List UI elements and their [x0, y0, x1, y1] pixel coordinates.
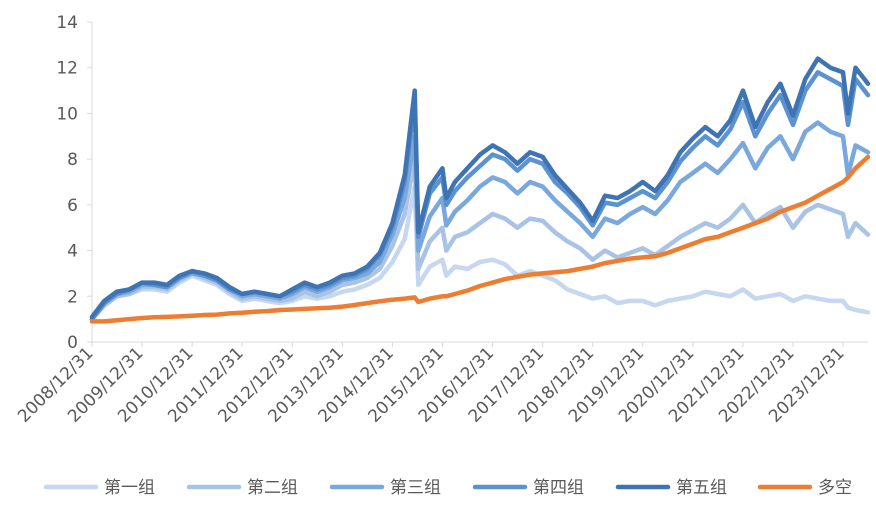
y-tick-label: 4: [67, 242, 78, 262]
y-tick-label: 2: [67, 287, 78, 307]
y-axis-ticks: 0 2 4 6 8 10 12 14: [56, 13, 92, 353]
y-tick-label: 0: [67, 333, 78, 353]
series-line-5: [89, 56, 871, 320]
series-line-6: [89, 154, 871, 324]
series-lines: [89, 56, 871, 324]
y-tick-label: 6: [67, 196, 78, 216]
y-tick-label: 12: [56, 59, 78, 79]
y-tick-label: 14: [56, 13, 78, 33]
legend-label: 第三组: [390, 478, 441, 498]
y-tick-label: 8: [67, 150, 78, 170]
legend-label: 第五组: [676, 478, 727, 498]
legend: 第一组 第二组 第三组 第四组 第五组 多空: [43, 478, 852, 498]
y-tick-label: 10: [56, 104, 78, 124]
legend-label: 第一组: [104, 478, 155, 498]
legend-label: 第四组: [533, 478, 584, 498]
legend-label: 多空: [818, 478, 852, 498]
series-line-1: [89, 184, 871, 322]
x-axis-ticks: 2008/12/312009/12/312010/12/312011/12/31…: [14, 342, 849, 427]
legend-label: 第二组: [247, 478, 298, 498]
